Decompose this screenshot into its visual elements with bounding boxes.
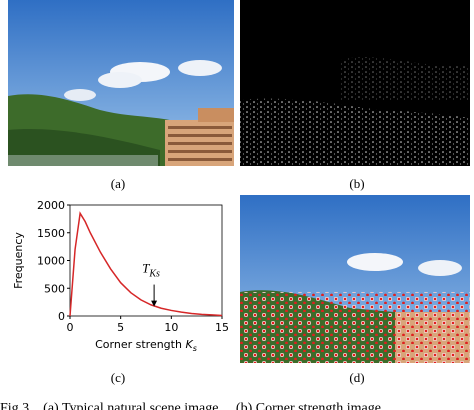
panel-label: (d) <box>349 370 364 385</box>
photo-a <box>8 0 234 166</box>
panel-label: (b) <box>349 176 364 191</box>
panel-label: (a) <box>111 176 125 191</box>
line <box>69 211 223 317</box>
x-tick-label: 15 <box>215 321 229 334</box>
x-axis-label: Corner strength Ks <box>95 338 197 353</box>
photo-d <box>240 195 470 363</box>
y-tick-label: 1000 <box>37 255 65 268</box>
x-axis-label-sub: s <box>193 344 197 353</box>
x-axis-label-text: Corner strength <box>95 338 182 351</box>
panel-label: (c) <box>111 370 125 385</box>
photo-b <box>240 0 470 166</box>
annotation-sub: Ks <box>148 269 160 280</box>
x-tick-label: 0 <box>67 321 74 334</box>
y-tick-label: 1500 <box>37 227 65 240</box>
y-tick-label: 0 <box>58 310 65 323</box>
annotation-text: T <box>142 261 150 276</box>
annotation-arrowhead <box>151 300 158 307</box>
caption: Fig.3 (a) Typical natural scene image. (… <box>0 401 381 410</box>
x-axis-label-var: K <box>185 338 193 351</box>
y-tick-label: 2000 <box>37 199 65 212</box>
y-axis-label: Frequency <box>12 232 25 289</box>
y-tick-label: 500 <box>44 282 65 295</box>
x-tick-label: 5 <box>117 321 124 334</box>
annotation: TKs <box>142 261 160 280</box>
x-tick-label: 10 <box>164 321 178 334</box>
